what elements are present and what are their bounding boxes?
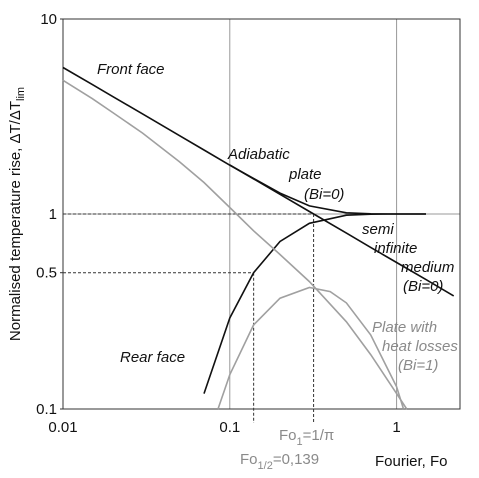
- frame: [62, 18, 461, 410]
- annotation-part: 1: [297, 436, 303, 448]
- line: [62, 79, 408, 410]
- x-tick-label: 0.01: [48, 419, 77, 436]
- x-tick-label: 1: [392, 419, 400, 436]
- annotation: Fo1=1/π: [279, 427, 334, 448]
- line: [62, 66, 426, 215]
- annotation: Fo1/2=0,139: [240, 451, 319, 472]
- annotation: (Bi=0): [304, 186, 344, 203]
- annotation-part: =1/π: [303, 427, 335, 444]
- y-tick-label: 1: [49, 206, 57, 223]
- annotation-part: Fo: [279, 427, 297, 444]
- annotation-part: 1/2: [258, 460, 273, 472]
- annotation: Plate with: [372, 319, 437, 336]
- annotation: (Bi=1): [398, 357, 438, 374]
- annotation: heat losses: [382, 338, 458, 355]
- y-label-sub: lim: [15, 87, 27, 101]
- line: [229, 164, 455, 297]
- annotation: semi: [362, 221, 394, 238]
- y-tick-label: 10: [40, 11, 57, 28]
- line: [203, 213, 426, 394]
- annotation: Front face: [97, 61, 165, 78]
- annotation: medium: [401, 259, 454, 276]
- annotation: (Bi=0): [403, 278, 443, 295]
- x-axis-label: Fourier, Fo: [375, 453, 448, 470]
- plot-layer: [60, 18, 460, 423]
- y-tick-label: 0.5: [36, 265, 57, 282]
- annotation: Adiabatic: [227, 146, 290, 163]
- annotation: plate: [288, 166, 322, 183]
- annotation-part: Fo: [240, 451, 258, 468]
- y-axis-label: Normalised temperature rise, ΔT/ΔTlim: [7, 87, 27, 341]
- annotation-part: =0,139: [273, 451, 319, 468]
- x-tick-label: 0.1: [219, 419, 240, 436]
- annotation: infinite: [374, 240, 417, 257]
- y-tick-label: 0.1: [36, 401, 57, 418]
- y-label-main: Normalised temperature rise, ΔT/ΔT: [7, 101, 24, 341]
- annotation: Rear face: [120, 349, 185, 366]
- line: [217, 286, 405, 410]
